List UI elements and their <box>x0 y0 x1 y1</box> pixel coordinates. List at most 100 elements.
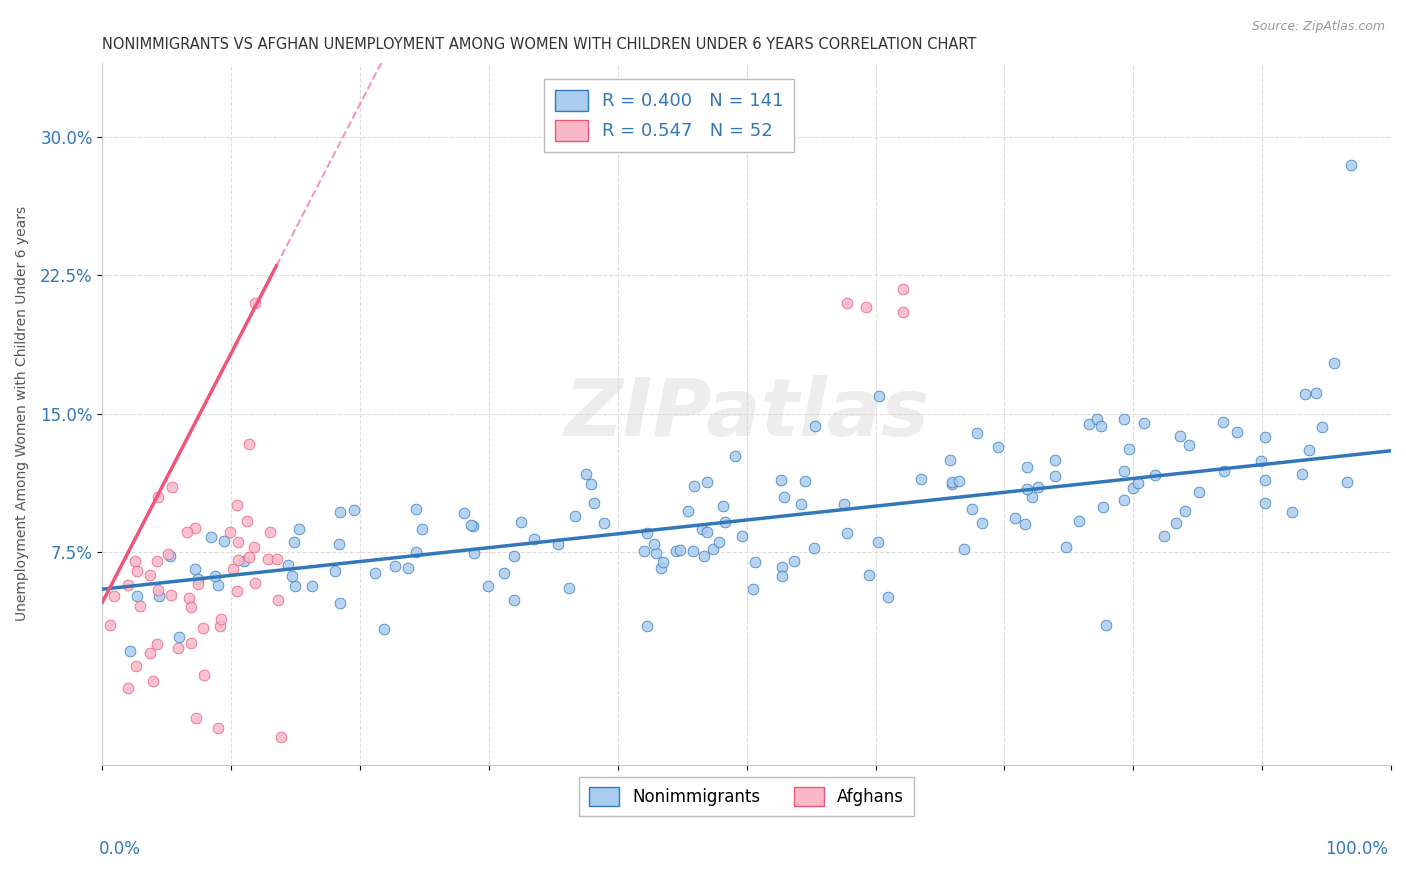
Point <box>463 546 485 560</box>
Point <box>212 534 235 549</box>
Point <box>1043 452 1066 467</box>
Point <box>204 568 226 582</box>
Point <box>953 542 976 557</box>
Point <box>184 521 207 535</box>
Point <box>238 550 260 565</box>
Point <box>770 560 793 574</box>
Point <box>142 673 165 688</box>
Point <box>1177 438 1199 452</box>
Text: ZIPatlas: ZIPatlas <box>564 375 929 453</box>
Point <box>941 475 963 489</box>
Point <box>225 498 247 512</box>
Point <box>503 593 526 607</box>
Point <box>125 659 148 673</box>
Point <box>209 612 232 626</box>
Point <box>1045 468 1067 483</box>
Point <box>184 711 207 725</box>
Point <box>343 503 366 517</box>
Point <box>1153 529 1175 543</box>
Point <box>1174 504 1197 518</box>
Point <box>1168 429 1191 443</box>
Point <box>1294 387 1316 401</box>
Point <box>574 467 596 482</box>
Point <box>219 524 242 539</box>
Point <box>669 543 692 558</box>
Point <box>191 621 214 635</box>
Point <box>1164 516 1187 530</box>
Point <box>1122 481 1144 495</box>
Point <box>941 476 963 491</box>
Point <box>1250 453 1272 467</box>
Point <box>207 721 229 735</box>
Point <box>207 578 229 592</box>
Point <box>160 588 183 602</box>
Point <box>1253 474 1275 488</box>
Point <box>683 479 706 493</box>
Point <box>243 575 266 590</box>
Point <box>1212 415 1234 429</box>
Point <box>208 619 231 633</box>
Point <box>509 515 531 529</box>
Point <box>714 515 737 529</box>
Point <box>558 581 581 595</box>
Point <box>187 577 209 591</box>
Point <box>243 540 266 554</box>
Point <box>222 562 245 576</box>
Point <box>891 282 914 296</box>
Point <box>1017 460 1039 475</box>
Point <box>148 589 170 603</box>
Text: 100.0%: 100.0% <box>1326 840 1388 858</box>
Point <box>118 644 141 658</box>
Point <box>1095 617 1118 632</box>
Point <box>411 522 433 536</box>
Point <box>636 526 658 541</box>
Point <box>225 584 247 599</box>
Point <box>176 525 198 540</box>
Point <box>547 537 569 551</box>
Text: Source: ZipAtlas.com: Source: ZipAtlas.com <box>1251 20 1385 33</box>
Point <box>1126 476 1149 491</box>
Point <box>707 535 730 549</box>
Point <box>770 474 793 488</box>
Y-axis label: Unemployment Among Women with Children Under 6 years: Unemployment Among Women with Children U… <box>15 206 30 622</box>
Point <box>328 537 350 551</box>
Point <box>453 506 475 520</box>
Point <box>696 475 718 489</box>
Point <box>364 566 387 580</box>
Point <box>564 508 586 523</box>
Point <box>665 543 688 558</box>
Text: 0.0%: 0.0% <box>98 840 141 858</box>
Point <box>146 554 169 568</box>
Point <box>257 551 280 566</box>
Point <box>643 537 665 551</box>
Point <box>259 525 281 540</box>
Point <box>783 554 806 568</box>
Point <box>804 418 827 433</box>
Point <box>329 505 352 519</box>
Point <box>1014 516 1036 531</box>
Point <box>960 502 983 516</box>
Point <box>323 565 346 579</box>
Point <box>373 622 395 636</box>
Point <box>1085 411 1108 425</box>
Point <box>98 618 121 632</box>
Point <box>1067 514 1090 528</box>
Point <box>146 490 169 504</box>
Point <box>183 562 205 576</box>
Point <box>682 543 704 558</box>
Point <box>177 591 200 605</box>
Point <box>770 568 793 582</box>
Point <box>460 518 482 533</box>
Point <box>1188 484 1211 499</box>
Point <box>1253 430 1275 444</box>
Point <box>633 544 655 558</box>
Point <box>1021 490 1043 504</box>
Point <box>405 502 427 516</box>
Point <box>1028 479 1050 493</box>
Point <box>582 496 605 510</box>
Point <box>159 549 181 563</box>
Point <box>148 583 170 598</box>
Point <box>283 534 305 549</box>
Point <box>463 519 485 533</box>
Point <box>270 730 292 744</box>
